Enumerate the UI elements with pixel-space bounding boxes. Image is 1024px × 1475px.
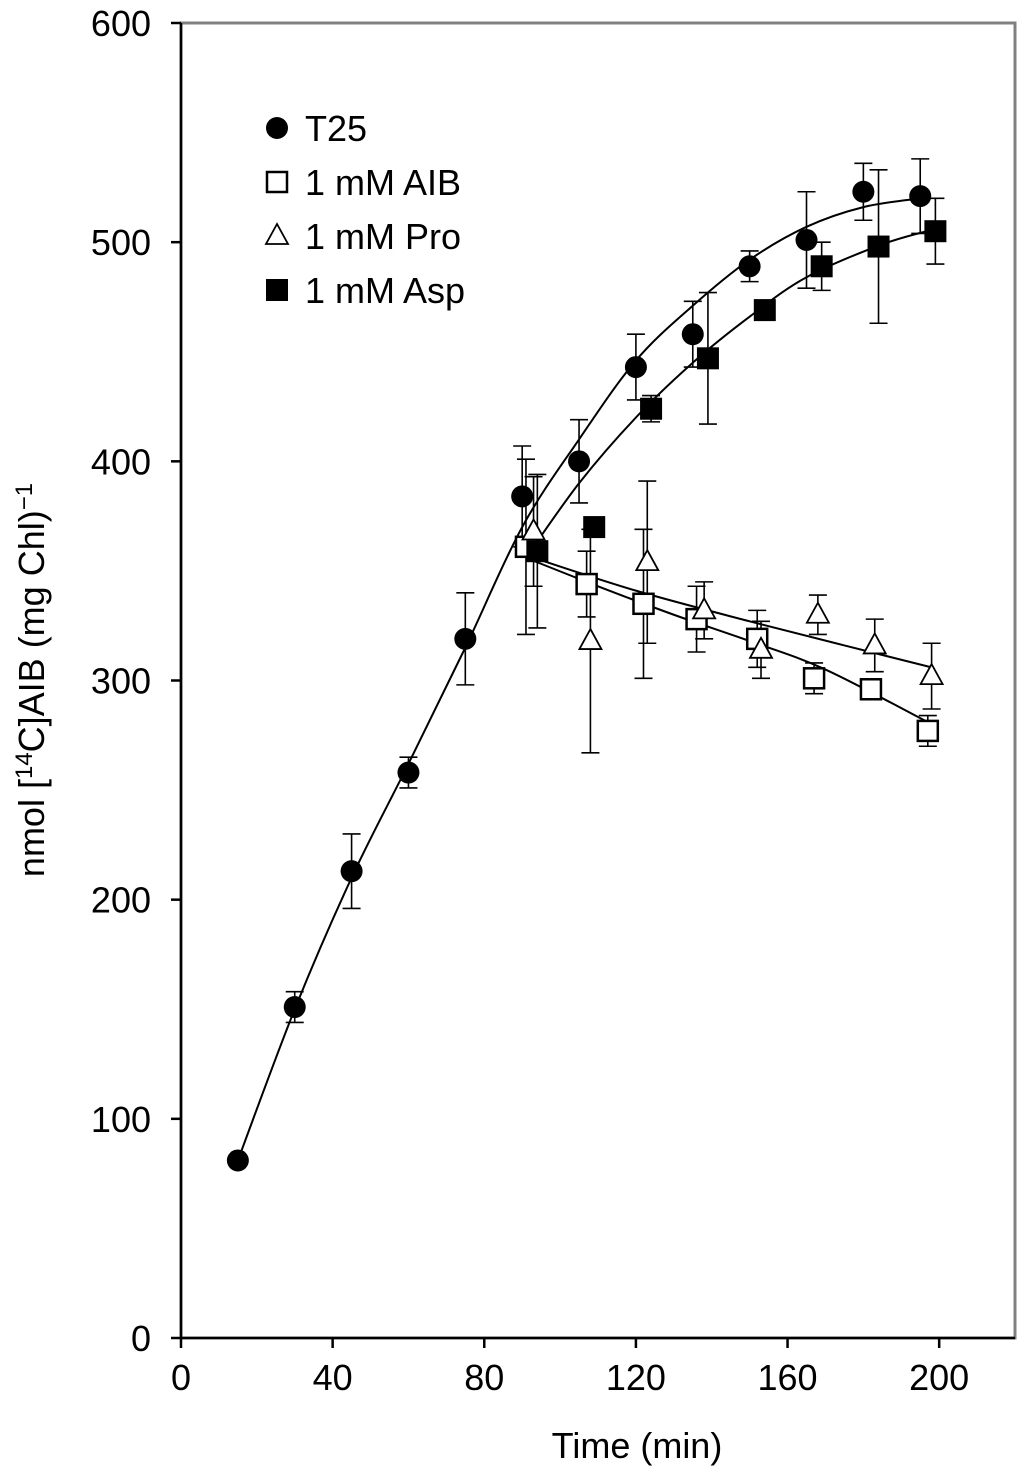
point-t25 xyxy=(909,185,932,208)
y-tick-label-0: 0 xyxy=(131,1318,151,1359)
point-1-mm-aib xyxy=(632,592,655,616)
point-1-mm-asp xyxy=(640,397,663,420)
point-t25 xyxy=(340,860,363,883)
point-1-mm-pro xyxy=(862,631,888,655)
legend-marker-1-mm-pro xyxy=(264,222,290,245)
y-tick-label-100: 100 xyxy=(91,1099,151,1140)
y-axis-title: nmol [14C]AIB (mg Chl)−1 xyxy=(11,483,52,877)
y-tick-label-200: 200 xyxy=(91,880,151,921)
data-markers xyxy=(226,180,947,1172)
x-axis-title: Time (min) xyxy=(552,1425,723,1466)
y-tick-label-600: 600 xyxy=(91,3,151,44)
point-1-mm-aib xyxy=(575,572,598,596)
fit-lines xyxy=(236,197,936,1161)
legend-marker-t25 xyxy=(266,117,288,139)
legend-marker-1-mm-aib xyxy=(265,170,289,194)
point-1-mm-pro xyxy=(805,600,831,624)
x-tick-label-160: 160 xyxy=(758,1357,818,1398)
point-1-mm-asp xyxy=(867,235,890,258)
point-1-mm-pro xyxy=(521,517,547,541)
point-1-mm-aib xyxy=(802,667,826,690)
point-t25 xyxy=(283,996,306,1019)
point-1-mm-aib xyxy=(859,678,883,701)
point-1-mm-pro xyxy=(577,627,603,650)
legend: T25 1 mM AIB 1 mM Pro 1 mM Asp xyxy=(264,108,465,311)
y-axis-title-superscript: 14 xyxy=(11,752,38,779)
point-1-mm-asp xyxy=(810,255,833,278)
point-1-mm-asp xyxy=(526,540,549,563)
y-axis-title-exponent: −1 xyxy=(11,483,38,510)
point-t25 xyxy=(226,1149,249,1172)
point-t25 xyxy=(568,450,591,473)
fit-line-1-mm-asp xyxy=(525,228,936,559)
point-1-mm-pro xyxy=(634,548,660,572)
x-tick-label-40: 40 xyxy=(313,1357,353,1398)
point-1-mm-aib xyxy=(916,719,940,743)
point-1-mm-asp xyxy=(753,299,776,322)
point-1-mm-pro xyxy=(748,635,774,659)
y-axis-title-prefix: nmol [ xyxy=(11,779,52,877)
point-1-mm-pro xyxy=(919,662,945,686)
point-t25 xyxy=(511,485,534,508)
x-tick-label-0: 0 xyxy=(171,1357,191,1398)
point-1-mm-asp xyxy=(583,516,606,539)
point-t25 xyxy=(624,356,647,379)
point-t25 xyxy=(681,323,704,346)
axes: 0 100 200 300 400 500 600 0 40 80 120 160 200 xyxy=(91,3,1015,1398)
legend-label-1-mm-aib: 1 mM AIB xyxy=(305,162,461,203)
point-t25 xyxy=(795,228,818,251)
point-t25 xyxy=(852,180,875,203)
point-t25 xyxy=(397,761,420,784)
y-tick-label-500: 500 xyxy=(91,222,151,263)
x-tick-label-200: 200 xyxy=(909,1357,969,1398)
legend-label-1-mm-pro: 1 mM Pro xyxy=(305,216,461,257)
y-tick-label-400: 400 xyxy=(91,441,151,482)
legend-label-1-mm-asp: 1 mM Asp xyxy=(305,270,465,311)
fit-line-t25 xyxy=(236,197,921,1161)
point-t25 xyxy=(738,255,761,278)
legend-label-t25: T25 xyxy=(305,108,367,149)
x-tick-label-120: 120 xyxy=(606,1357,666,1398)
x-tick-label-80: 80 xyxy=(464,1357,504,1398)
point-1-mm-pro xyxy=(691,596,717,620)
y-axis-title-suffix: C]AIB (mg Chl) xyxy=(11,510,52,752)
y-tick-label-300: 300 xyxy=(91,661,151,702)
point-1-mm-asp xyxy=(696,347,719,370)
point-t25 xyxy=(454,627,477,650)
legend-marker-1-mm-asp xyxy=(266,279,288,301)
point-1-mm-asp xyxy=(924,220,947,243)
